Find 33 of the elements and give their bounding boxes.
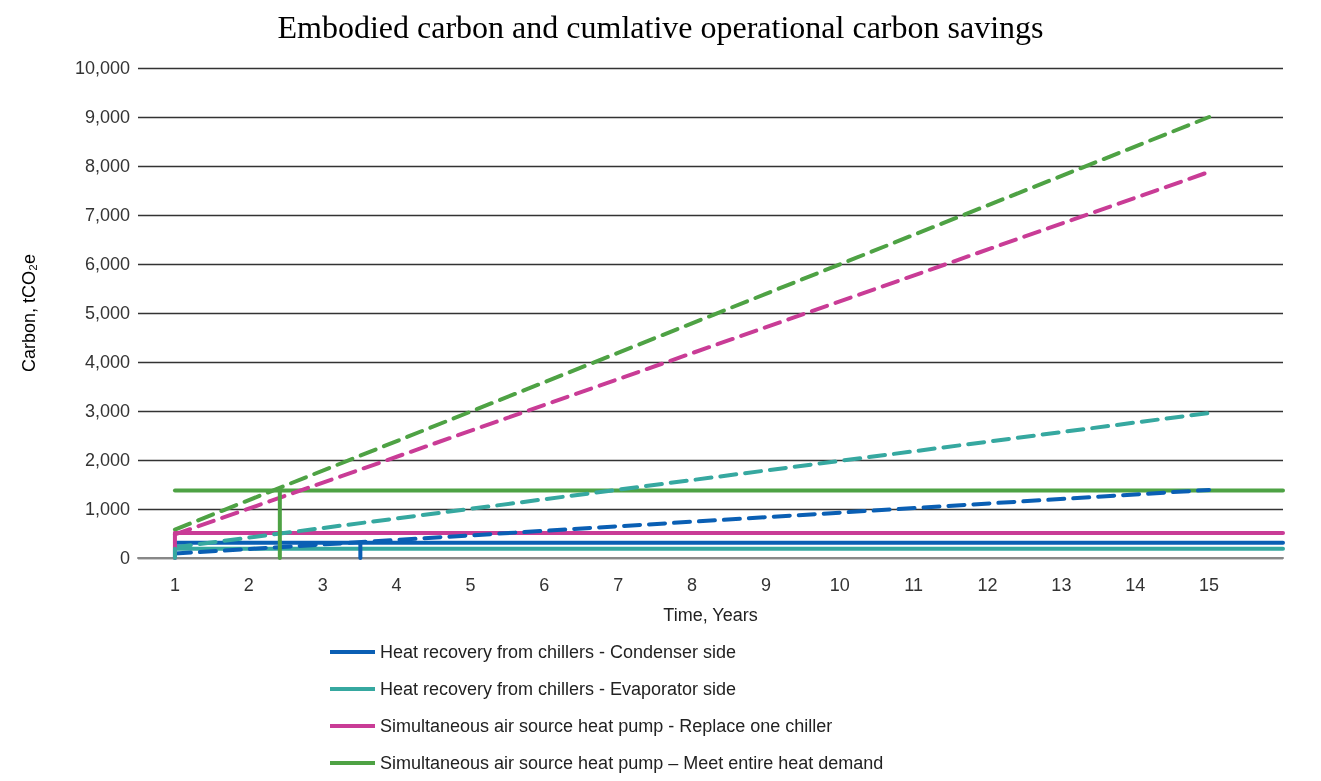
x-tick-label: 5 [465,575,476,595]
legend-label: Heat recovery from chillers - Evaporator side [380,679,737,699]
y-tick-label: 0 [119,548,130,568]
x-tick-label: 13 [1051,575,1072,595]
x-tick-label: 11 [904,575,923,595]
legend-label: Simultaneous air source heat pump – Meet entire heat demand [380,753,884,773]
y-tick-label: 6,000 [84,254,130,274]
legend-label: Heat recovery from chillers - Condenser side [380,642,737,662]
y-tick-label: 1,000 [84,499,130,519]
y-tick-label: 3,000 [84,401,130,421]
x-tick-label: 6 [539,575,550,595]
y-tick-label: 10,000 [74,58,130,78]
y-axis-title: Carbon, tCO₂e [19,253,39,373]
y-tick-label: 5,000 [84,303,130,323]
x-tick-label: 14 [1125,575,1146,595]
x-tick-label: 15 [1199,575,1220,595]
x-tick-label: 12 [977,575,998,595]
x-tick-label: 10 [829,575,850,595]
y-tick-label: 7,000 [84,205,130,225]
x-tick-label: 3 [317,575,328,595]
x-tick-label: 1 [169,575,180,595]
legend-label: Simultaneous air source heat pump - Replace one chiller [380,716,833,736]
y-tick-label: 8,000 [84,156,130,176]
x-tick-label: 4 [391,575,402,595]
chart-title: Embodied carbon and cumlative operational carbon savings [277,9,1044,45]
y-tick-label: 4,000 [84,352,130,372]
x-tick-label: 2 [243,575,254,595]
y-tick-label: 9,000 [84,107,130,127]
x-tick-label: 7 [613,575,624,595]
x-axis-title: Time, Years [663,605,758,625]
y-tick-label: 2,000 [84,450,130,470]
x-tick-label: 8 [687,575,698,595]
x-tick-label: 9 [760,575,771,595]
